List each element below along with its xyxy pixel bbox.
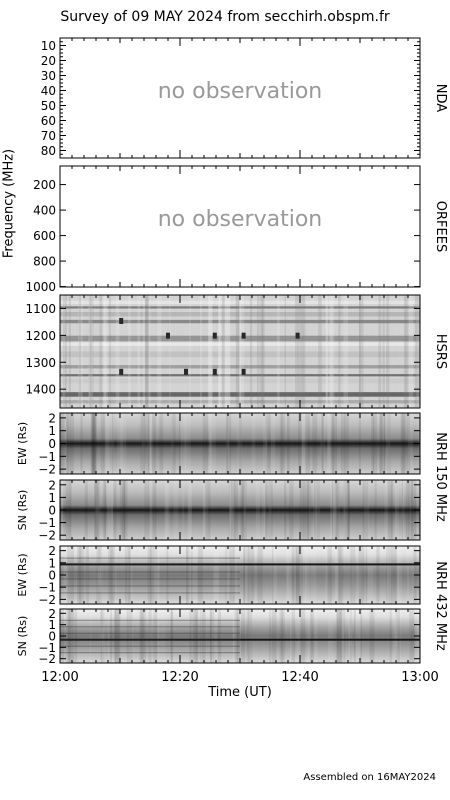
x-tick-label: 12:00 (41, 670, 78, 685)
nrh-tick-label: 0 (48, 504, 56, 518)
hsrs-noise (60, 295, 420, 408)
nda-tick-label: 40 (41, 84, 56, 98)
orfees-right-label: ORFEES (433, 201, 448, 252)
x-tick-label: 12:40 (281, 670, 318, 685)
nda-right-label: NDA (433, 84, 448, 113)
assembled-footer: Assembled on 16MAY2024 (303, 772, 436, 783)
orfees-tick-label: 200 (33, 178, 56, 192)
nrh-noise (60, 413, 420, 474)
nrh-tick-label: 1 (48, 618, 56, 632)
nrh-axis-label: EW (Rs) (16, 422, 29, 465)
nrh-noise (60, 480, 420, 540)
nrh-tick-label: −1 (38, 641, 56, 655)
nda-tick-label: 50 (41, 99, 56, 113)
nrh-tick-label: −1 (38, 581, 56, 595)
nda-tick-label: 80 (41, 144, 56, 158)
frequency-axis-label: Frequency (MHz) (1, 148, 17, 259)
nrh-streak (418, 413, 424, 474)
nda-tick-label: 60 (41, 114, 56, 128)
nrh-tick-label: 2 (48, 478, 56, 492)
nrh-tick-label: 1 (48, 556, 56, 570)
nrh-axis-label: EW (Rs) (16, 553, 29, 596)
nrh-tick-label: 2 (48, 607, 56, 621)
nda-tick-label: 70 (41, 129, 56, 143)
nrh-tick-label: −1 (38, 516, 56, 530)
hsrs-right-label: HSRS (433, 334, 448, 369)
nrh-tick-label: 0 (48, 437, 56, 451)
nrh-image (60, 546, 420, 604)
x-tick-label: 12:20 (161, 670, 198, 685)
nrh-tick-label: 0 (48, 569, 56, 583)
nrh-tick-label: 0 (48, 630, 56, 644)
orfees-tick-label: 400 (33, 204, 56, 218)
nda-tick-label: 20 (41, 54, 56, 68)
nda-status: no observation (158, 79, 323, 104)
orfees-status: no observation (158, 207, 323, 232)
nrh-image (60, 413, 424, 474)
hsrs-tick-label: 1300 (25, 356, 56, 370)
nrh-tick-label: −1 (38, 450, 56, 464)
nrh-noise (60, 609, 420, 663)
nrh-tick-label: 2 (48, 411, 56, 425)
hsrs-tick-label: 1100 (25, 302, 56, 316)
nrh150-right-label: NRH 150 MHz (433, 432, 448, 522)
nrh-tick-label: −2 (38, 463, 56, 477)
hsrs-spectrogram (60, 295, 421, 408)
nrh-image (60, 480, 420, 540)
nrh-noise (60, 546, 420, 604)
nda-tick-label: 30 (41, 69, 56, 83)
hsrs-tick-label: 1400 (25, 383, 56, 397)
chart-title: Survey of 09 MAY 2024 from secchirh.obsp… (60, 9, 390, 25)
nrh-tick-label: 2 (48, 544, 56, 558)
nrh-tick-label: −2 (38, 652, 56, 666)
nrh432-right-label: NRH 432 MHz (433, 561, 448, 651)
nrh-axis-label: SN (Rs) (16, 616, 29, 657)
nrh-axis-label: SN (Rs) (16, 490, 29, 531)
orfees-tick-label: 600 (33, 229, 56, 243)
nrh-tick-label: −2 (38, 593, 56, 607)
nrh-tick-label: −2 (38, 529, 56, 543)
nrh-image (60, 609, 423, 663)
nrh-tick-label: 1 (48, 491, 56, 505)
nda-tick-label: 10 (41, 39, 56, 53)
hsrs-tick-label: 1200 (25, 329, 56, 343)
orfees-tick-label: 800 (33, 255, 56, 269)
x-axis-label: Time (UT) (208, 685, 272, 700)
nrh-tick-label: 1 (48, 424, 56, 438)
orfees-tick-label: 1000 (25, 280, 56, 294)
x-tick-label: 13:00 (401, 670, 438, 685)
